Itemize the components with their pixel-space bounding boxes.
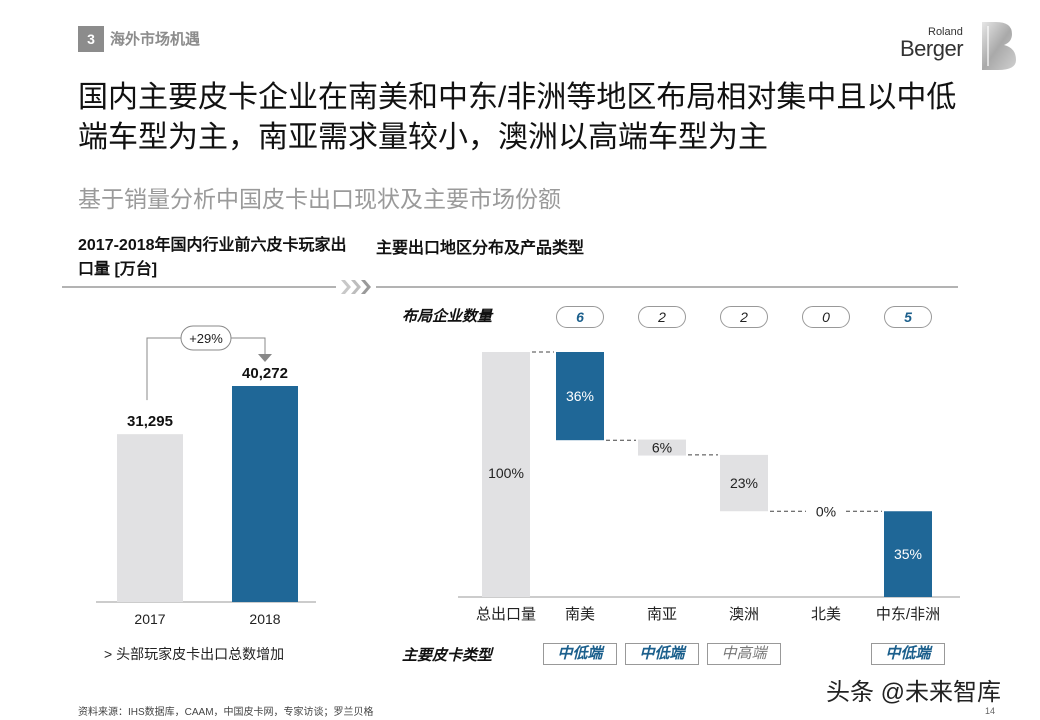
growth-arrow-icon	[258, 354, 272, 362]
section-title: 海外市场机遇	[110, 31, 201, 48]
tick-label-2017: 2017	[134, 611, 165, 627]
waterfall-value-中东/非洲: 35%	[894, 546, 922, 562]
tick-label-2018: 2018	[249, 611, 280, 627]
waterfall-value-南美: 36%	[566, 388, 594, 404]
company-count-澳洲: 2	[720, 306, 768, 328]
source-note: 资料来源：IHS数据库，CAAM，中国皮卡网，专家访谈；罗兰贝格	[78, 707, 374, 718]
waterfall-tick-北美: 北美	[811, 606, 841, 623]
section-divider	[62, 280, 958, 294]
page-subtitle: 基于销量分析中国皮卡出口现状及主要市场份额	[78, 186, 561, 212]
waterfall-tick-中东/非洲: 中东/非洲	[876, 606, 940, 623]
right-panel-header: 主要出口地区分布及产品类型	[376, 240, 585, 257]
waterfall-bar-南美	[556, 352, 604, 441]
watermark: 头条 @未来智库	[826, 679, 1002, 706]
roland-berger-logo-icon	[982, 22, 1016, 70]
waterfall-bar-南亚	[638, 439, 686, 456]
waterfall-tick-澳洲: 澳洲	[729, 606, 759, 623]
waterfall-bar-中东/非洲	[884, 511, 932, 597]
divider-chevron-icon	[341, 280, 371, 294]
product-type-中东/非洲: 中低端	[871, 643, 945, 665]
company-count-南美: 6	[556, 306, 604, 328]
page-number: 14	[985, 706, 996, 716]
waterfall-tick-总出口量: 总出口量	[476, 606, 536, 623]
growth-label: +29%	[189, 331, 223, 346]
left-panel-header: 2017-2018年国内行业前六皮卡玩家出口量 [万台]	[78, 237, 347, 278]
company-count-南亚: 2	[638, 306, 686, 328]
logo-berger-text: Berger	[900, 36, 964, 61]
growth-pill	[180, 325, 232, 351]
value-label-2018: 40,272	[242, 365, 288, 382]
waterfall-bar-总出口量	[482, 352, 530, 597]
product-type-南亚: 中低端	[625, 643, 699, 665]
left-panel-note: > 头部玩家皮卡出口总数增加	[104, 646, 285, 662]
export-volume-chart: 31,295 2017 40,272 2018 +29%	[96, 325, 316, 627]
company-count-中东/非洲: 5	[884, 306, 932, 328]
waterfall-tick-南亚: 南亚	[647, 606, 677, 623]
product-type-澳洲: 中高端	[707, 643, 781, 665]
page-title: 国内主要皮卡企业在南美和中东/非洲等地区布局相对集中且以中低端车型为主，南亚需求…	[78, 81, 957, 154]
waterfall-value-南亚: 6%	[652, 440, 672, 456]
waterfall-bar-澳洲	[720, 454, 768, 512]
waterfall-value-总出口量: 100%	[488, 465, 524, 481]
regional-waterfall-chart: 100% 总出口量 36% 南美 6% 南亚 23% 澳洲 0% 北美 35% 中东/非洲	[458, 351, 960, 623]
value-label-2017: 31,295	[127, 413, 173, 430]
product-type-南美: 中低端	[543, 643, 617, 665]
logo-roland-text: Roland	[928, 26, 963, 38]
types-row-label: 主要皮卡类型	[402, 647, 493, 664]
bar-2018	[232, 386, 298, 602]
section-number: 3	[78, 26, 104, 52]
company-count-北美: 0	[802, 306, 850, 328]
waterfall-value-北美: 0%	[816, 503, 836, 519]
companies-row-label: 布局企业数量	[402, 308, 493, 325]
waterfall-value-澳洲: 23%	[730, 475, 758, 491]
waterfall-tick-南美: 南美	[565, 606, 595, 623]
bar-2017	[117, 434, 183, 602]
